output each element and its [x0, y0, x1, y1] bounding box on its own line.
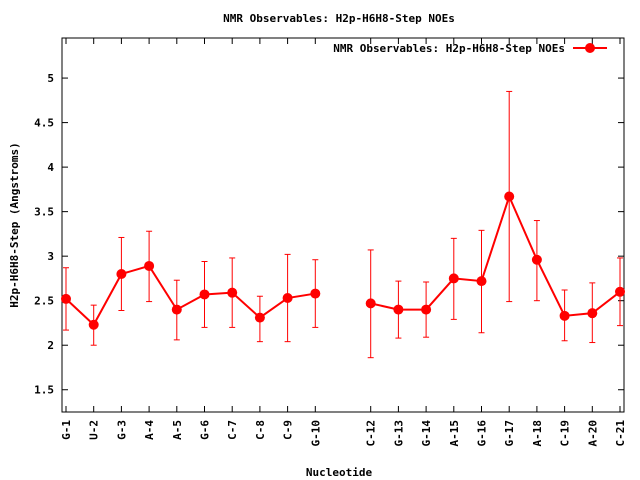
data-point [227, 287, 238, 298]
y-axis-label: H2p-H6H8-Step (Angstroms) [8, 142, 21, 308]
y-axis: 1.5 2 2.5 3 3.5 4 4.5 5 [34, 72, 624, 397]
data-point [88, 319, 99, 330]
data-point [116, 268, 127, 279]
data-point [421, 304, 432, 315]
chart-title: NMR Observables: H2p-H6H8-Step NOEs [223, 12, 455, 25]
data-point [531, 254, 542, 265]
data-point [504, 191, 515, 202]
legend: NMR Observables: H2p-H6H8-Step NOEs [333, 42, 607, 55]
series-layer [61, 90, 625, 359]
x-tick-label: C-8 [254, 420, 267, 440]
data-point [254, 312, 265, 323]
x-tick-label: G-1 [60, 420, 73, 440]
legend-label: NMR Observables: H2p-H6H8-Step NOEs [333, 42, 565, 55]
y-tick-label: 2.5 [34, 295, 54, 308]
x-tick-label: G-17 [503, 420, 516, 447]
x-tick-label: C-9 [282, 420, 295, 440]
x-tick-label: A-4 [143, 420, 156, 440]
x-tick-label: A-20 [586, 420, 599, 447]
x-tick-label: C-12 [365, 420, 378, 447]
x-tick-label: G-3 [115, 420, 128, 440]
data-point [199, 289, 210, 300]
x-tick-label: G-6 [199, 420, 212, 440]
data-point [171, 304, 182, 315]
data-point [144, 260, 155, 271]
data-point [448, 273, 459, 284]
series-line [65, 193, 621, 327]
x-axis: G-1 U-2 G-3 A-4 A-5 G-6 C-7 C-8 C-9 G-10 C-12 G-13 G… [60, 38, 627, 447]
y-tick-label: 2 [47, 339, 54, 352]
data-point [476, 276, 487, 287]
data-point [615, 286, 625, 297]
x-tick-label: A-18 [531, 420, 544, 447]
plot-frame [61, 37, 625, 413]
x-tick-label: G-14 [420, 420, 433, 447]
data-point [559, 310, 570, 321]
x-tick-label: G-10 [309, 420, 322, 447]
y-tick-label: 4.5 [34, 117, 54, 130]
data-point [282, 293, 293, 304]
y-tick-label: 3 [47, 250, 54, 263]
y-tick-label: 5 [47, 72, 54, 85]
y-tick-label: 1.5 [34, 384, 54, 397]
x-tick-label: C-7 [226, 420, 239, 440]
data-point [310, 288, 321, 299]
y-tick-label: 3.5 [34, 206, 54, 219]
x-tick-label: A-15 [448, 420, 461, 447]
x-tick-label: U-2 [88, 420, 101, 440]
x-tick-label: C-21 [614, 420, 627, 447]
x-tick-label: A-5 [171, 420, 184, 440]
y-tick-label: 4 [47, 161, 54, 174]
x-tick-label: G-13 [392, 420, 405, 447]
x-axis-label: Nucleotide [306, 466, 373, 479]
data-point [393, 304, 404, 315]
legend-marker [585, 43, 595, 53]
data-point [61, 293, 71, 304]
data-point [587, 308, 598, 319]
x-tick-label: C-19 [559, 420, 572, 447]
data-point [365, 298, 376, 309]
x-tick-label: G-16 [476, 420, 489, 447]
